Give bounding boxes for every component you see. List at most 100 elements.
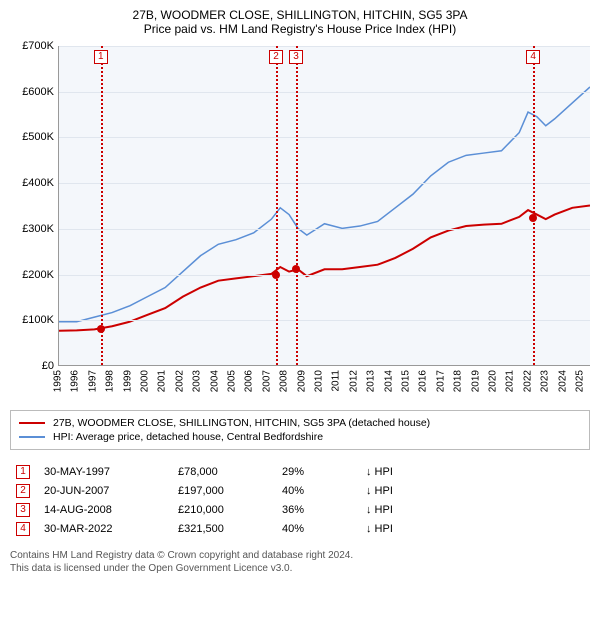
chart-area: £0£100K£200K£300K£400K£500K£600K£700K 12…	[10, 42, 590, 402]
gridline	[59, 137, 590, 138]
y-tick-label: £400K	[22, 177, 54, 189]
x-tick-label: 2022	[522, 370, 533, 392]
legend: 27B, WOODMER CLOSE, SHILLINGTON, HITCHIN…	[10, 410, 590, 450]
event-dot	[529, 214, 537, 222]
event-marker: 1	[94, 50, 108, 64]
gridline	[59, 275, 590, 276]
legend-label: HPI: Average price, detached house, Cent…	[53, 431, 323, 443]
series-hpi	[59, 87, 590, 322]
x-axis: 1995199619971998199920002001200220032004…	[58, 366, 590, 402]
row-pct: 29%	[282, 466, 352, 478]
x-tick-label: 2021	[505, 370, 516, 392]
event-line	[296, 46, 298, 365]
y-tick-label: £100K	[22, 314, 54, 326]
y-tick-label: £200K	[22, 269, 54, 281]
x-tick-label: 2002	[174, 370, 185, 392]
row-marker: 1	[16, 465, 30, 479]
row-date: 30-MAR-2022	[44, 523, 164, 535]
x-tick-label: 2025	[575, 370, 586, 392]
row-note: ↓ HPI	[366, 485, 393, 497]
x-tick-label: 2012	[348, 370, 359, 392]
legend-swatch	[19, 422, 45, 424]
x-tick-label: 2000	[140, 370, 151, 392]
chart-lines-svg	[59, 46, 590, 365]
event-dot	[97, 325, 105, 333]
y-axis: £0£100K£200K£300K£400K£500K£600K£700K	[10, 42, 58, 402]
row-marker: 3	[16, 503, 30, 517]
x-tick-label: 2023	[540, 370, 551, 392]
y-tick-label: £600K	[22, 86, 54, 98]
plot-background: 1 23 4	[58, 46, 590, 366]
row-marker: 2	[16, 484, 30, 498]
title-address: 27B, WOODMER CLOSE, SHILLINGTON, HITCHIN…	[10, 8, 590, 22]
row-pct: 36%	[282, 504, 352, 516]
x-tick-label: 2020	[488, 370, 499, 392]
gridline	[59, 183, 590, 184]
x-tick-label: 1997	[87, 370, 98, 392]
event-line	[533, 46, 535, 365]
legend-label: 27B, WOODMER CLOSE, SHILLINGTON, HITCHIN…	[53, 417, 430, 429]
legend-item: 27B, WOODMER CLOSE, SHILLINGTON, HITCHIN…	[19, 417, 581, 429]
x-tick-label: 2024	[557, 370, 568, 392]
y-tick-label: £300K	[22, 223, 54, 235]
x-tick-label: 2018	[453, 370, 464, 392]
row-pct: 40%	[282, 485, 352, 497]
table-row: 4 30-MAR-2022 £321,500 40% ↓ HPI	[10, 522, 590, 536]
event-line	[276, 46, 278, 365]
row-pct: 40%	[282, 523, 352, 535]
x-tick-label: 2008	[279, 370, 290, 392]
transaction-table: 1 30-MAY-1997 £78,000 29% ↓ HPI 2 20-JUN-2007 £…	[10, 460, 590, 541]
x-tick-label: 2017	[435, 370, 446, 392]
y-tick-label: £500K	[22, 131, 54, 143]
chart-container: 27B, WOODMER CLOSE, SHILLINGTON, HITCHIN…	[0, 0, 600, 620]
gridline	[59, 46, 590, 47]
x-tick-label: 1999	[122, 370, 133, 392]
x-tick-label: 2010	[314, 370, 325, 392]
row-note: ↓ HPI	[366, 523, 393, 535]
x-tick-label: 2007	[261, 370, 272, 392]
x-tick-label: 2009	[296, 370, 307, 392]
event-marker: 3	[289, 50, 303, 64]
row-date: 14-AUG-2008	[44, 504, 164, 516]
x-tick-label: 2014	[383, 370, 394, 392]
plot-region: 1 23 4	[58, 46, 590, 366]
x-tick-label: 2005	[227, 370, 238, 392]
table-row: 2 20-JUN-2007 £197,000 40% ↓ HPI	[10, 484, 590, 498]
row-price: £78,000	[178, 466, 268, 478]
table-row: 1 30-MAY-1997 £78,000 29% ↓ HPI	[10, 465, 590, 479]
event-dot	[272, 271, 280, 279]
x-tick-label: 1995	[53, 370, 64, 392]
gridline	[59, 229, 590, 230]
x-tick-label: 2016	[418, 370, 429, 392]
footer-line1: Contains HM Land Registry data © Crown c…	[10, 549, 590, 562]
event-marker: 2	[269, 50, 283, 64]
event-dot	[292, 265, 300, 273]
footer-line2: This data is licensed under the Open Gov…	[10, 562, 590, 575]
chart-title: 27B, WOODMER CLOSE, SHILLINGTON, HITCHIN…	[10, 8, 590, 36]
x-tick-label: 2001	[157, 370, 168, 392]
row-note: ↓ HPI	[366, 466, 393, 478]
row-note: ↓ HPI	[366, 504, 393, 516]
gridline	[59, 92, 590, 93]
x-tick-label: 2019	[470, 370, 481, 392]
x-tick-label: 2006	[244, 370, 255, 392]
footer-attribution: Contains HM Land Registry data © Crown c…	[10, 549, 590, 575]
event-line	[101, 46, 103, 365]
row-price: £321,500	[178, 523, 268, 535]
row-price: £197,000	[178, 485, 268, 497]
row-date: 20-JUN-2007	[44, 485, 164, 497]
legend-item: HPI: Average price, detached house, Cent…	[19, 431, 581, 443]
row-price: £210,000	[178, 504, 268, 516]
event-marker: 4	[526, 50, 540, 64]
gridline	[59, 320, 590, 321]
row-date: 30-MAY-1997	[44, 466, 164, 478]
x-tick-label: 2011	[331, 370, 342, 392]
title-subtitle: Price paid vs. HM Land Registry's House …	[10, 22, 590, 36]
y-tick-label: £700K	[22, 40, 54, 52]
table-row: 3 14-AUG-2008 £210,000 36% ↓ HPI	[10, 503, 590, 517]
x-tick-label: 2003	[192, 370, 203, 392]
x-tick-label: 1996	[70, 370, 81, 392]
x-tick-label: 2004	[209, 370, 220, 392]
row-marker: 4	[16, 522, 30, 536]
x-tick-label: 1998	[105, 370, 116, 392]
